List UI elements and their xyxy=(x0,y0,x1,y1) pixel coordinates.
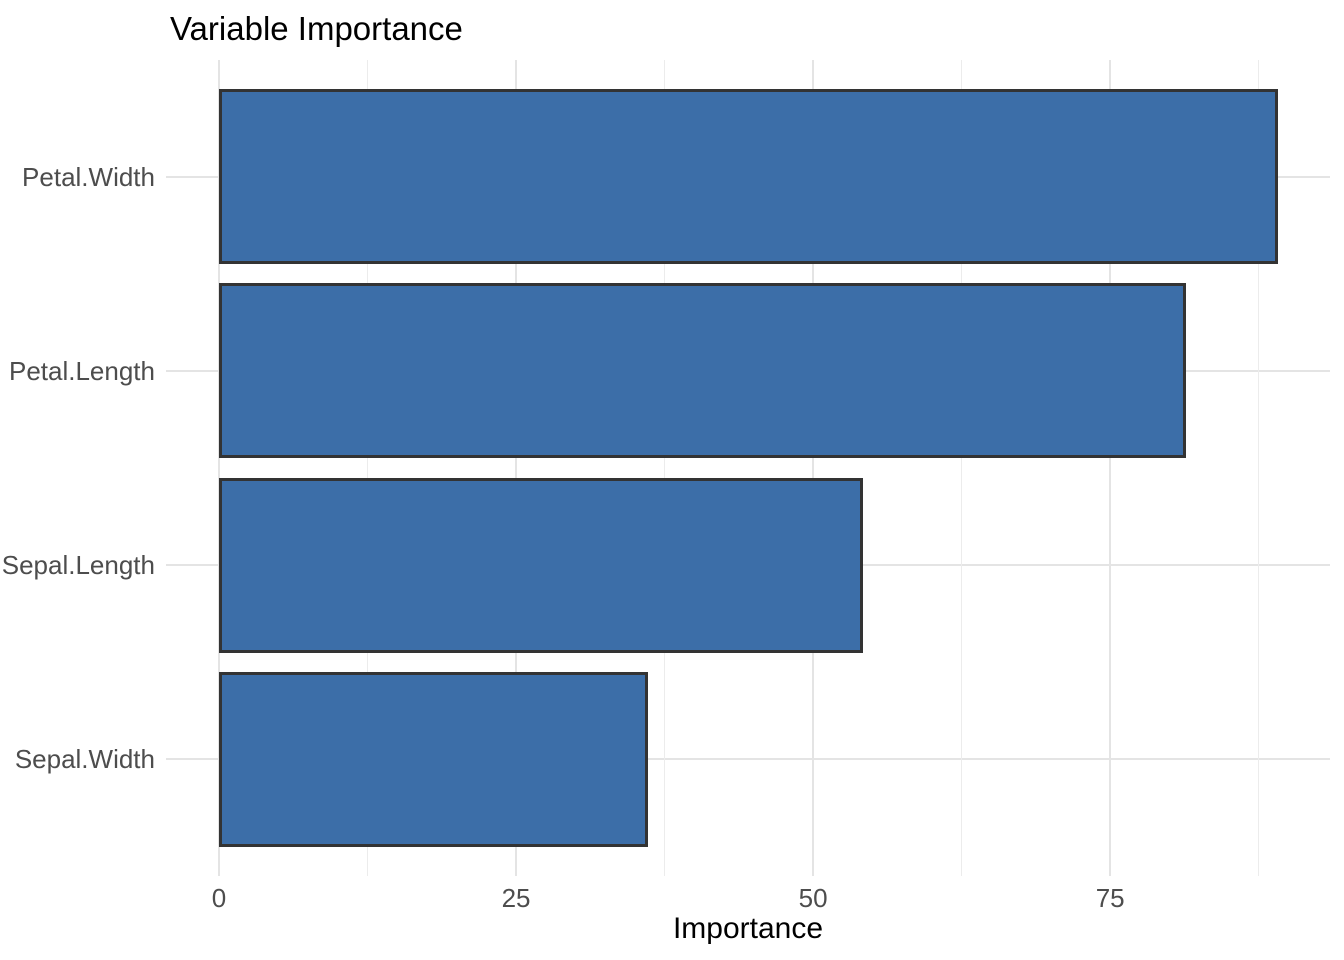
x-axis-title: Importance xyxy=(672,912,824,945)
x-axis-tick-label: 50 xyxy=(798,883,828,913)
y-axis-label: Petal.Width xyxy=(22,161,155,192)
x-gridline xyxy=(515,60,518,876)
bar-sepal-width xyxy=(218,672,648,847)
y-axis-label: Petal.Length xyxy=(8,355,155,386)
x-gridline xyxy=(1109,60,1112,876)
x-minor-gridline xyxy=(366,60,369,876)
x-axis-tick-label: 25 xyxy=(501,883,531,913)
bar-petal-length xyxy=(218,283,1187,459)
bar-petal-width xyxy=(218,89,1278,264)
y-axis-label: Sepal.Width xyxy=(14,744,155,775)
x-minor-gridline xyxy=(663,60,666,876)
x-minor-gridline xyxy=(960,60,963,876)
x-axis-tick-label: 0 xyxy=(211,883,227,913)
bar-sepal-length xyxy=(218,477,863,653)
x-gridline xyxy=(812,60,815,876)
chart-title: Variable Importance xyxy=(170,10,463,47)
x-gridline xyxy=(217,60,220,876)
x-axis-tick-label: 75 xyxy=(1095,883,1125,913)
y-gridline xyxy=(166,758,1330,761)
y-axis-label: Sepal.Length xyxy=(1,550,155,581)
x-minor-gridline xyxy=(1257,60,1260,876)
